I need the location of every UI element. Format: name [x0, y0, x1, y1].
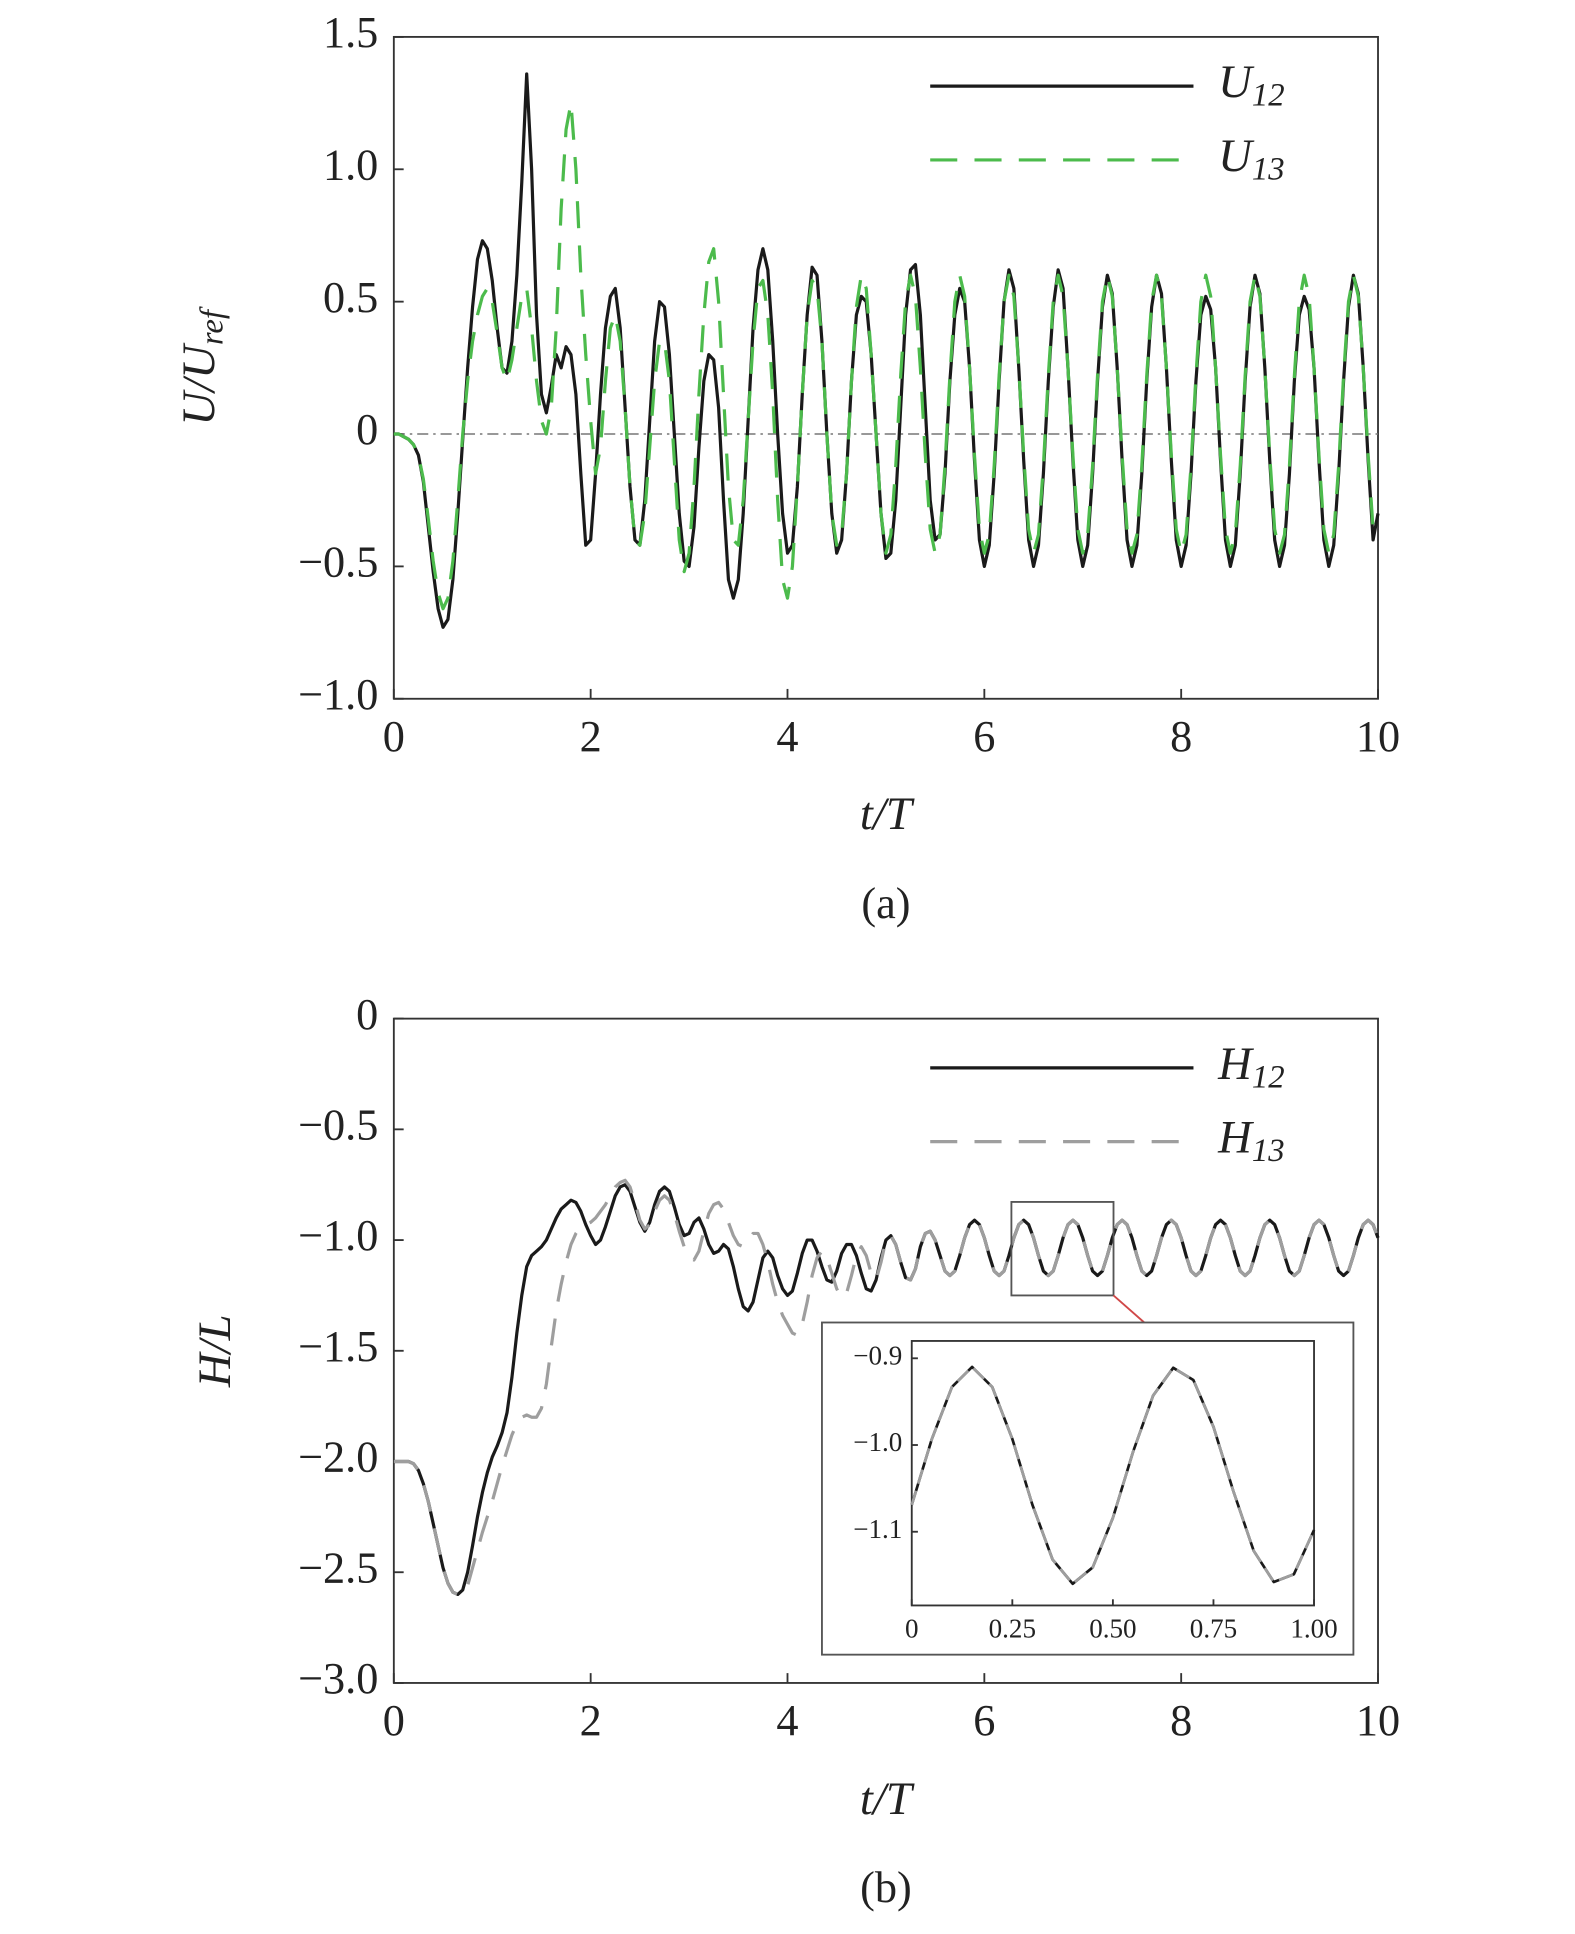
- panel-b: 0 2 4 6 8 10 −3.0 −2.5 −2.0 −1.5 −1.0 −0.5 0 H12 H13 t/…: [189, 990, 1400, 1912]
- x-tick-label: 8: [1170, 1696, 1192, 1745]
- y-tick-label: −0.9: [853, 1340, 902, 1370]
- x-tick-label: 4: [776, 712, 798, 761]
- y-tick-label: −1.0: [298, 1211, 378, 1260]
- legend-label: U13: [1218, 130, 1284, 187]
- y-tick-label: −0.5: [298, 538, 378, 587]
- y-tick-label: −1.5: [298, 1322, 378, 1371]
- legend-label: H12: [1217, 1038, 1284, 1095]
- x-tick-label: 8: [1170, 712, 1192, 761]
- series-line: [393, 101, 1379, 611]
- plot-frame: [392, 35, 1379, 700]
- zoom-connector: [1112, 1294, 1145, 1324]
- y-tick-label: 0: [356, 405, 378, 454]
- x-tick-label: 10: [1356, 1696, 1400, 1745]
- y-tick-label: 0.5: [323, 273, 378, 322]
- y-tick-label: −1.0: [853, 1427, 902, 1457]
- zoom-box: [1010, 1201, 1115, 1297]
- x-tick-label: 6: [973, 1696, 995, 1745]
- caption: (b): [860, 1863, 912, 1912]
- y-tick-label: 1.0: [323, 140, 378, 189]
- series-line: [393, 1178, 1380, 1596]
- x-tick-label: 0: [905, 1613, 919, 1643]
- y-tick-label: −2.0: [298, 1433, 378, 1482]
- x-tick-label: 2: [580, 712, 602, 761]
- x-tick-label: 6: [973, 712, 995, 761]
- y-axis-label: H/L: [189, 1314, 241, 1388]
- y-tick-label: 1.5: [323, 8, 378, 57]
- legend-label: H13: [1217, 1111, 1284, 1168]
- y-tick-label: −3.0: [298, 1654, 378, 1703]
- x-axis-label: t/T: [860, 788, 915, 840]
- x-tick-label: 10: [1356, 712, 1400, 761]
- y-axis-label: U/Uref: [173, 306, 230, 426]
- x-axis-label: t/T: [860, 1773, 915, 1825]
- y-tick-label: −1.0: [298, 670, 378, 719]
- x-tick-label: 1.00: [1290, 1613, 1337, 1643]
- zoom-indicator: [821, 1201, 1355, 1656]
- panel-a: 0 2 4 6 8 10 −1.0 −0.5 0 0.5 1.0 1.5 U12 U13 t/T U/Uref…: [173, 8, 1400, 928]
- y-tick-label: −0.5: [298, 1101, 378, 1150]
- inset-frame: [821, 1321, 1355, 1656]
- y-tick-label: −2.5: [298, 1543, 378, 1592]
- x-tick-label: 0: [383, 1696, 405, 1745]
- x-tick-label: 0.50: [1089, 1613, 1136, 1643]
- y-tick-label: −1.1: [853, 1514, 902, 1544]
- caption: (a): [861, 879, 910, 928]
- legend-label: U12: [1218, 56, 1284, 113]
- y-tick-label: 0: [356, 990, 378, 1039]
- inset: 0 0.25 0.50 0.75 1.00 −1.1 −1.0 −0.9: [853, 1340, 1338, 1643]
- x-tick-label: 0.75: [1190, 1613, 1237, 1643]
- x-tick-label: 0: [383, 712, 405, 761]
- series-line: [393, 72, 1380, 629]
- series-line: [910, 1365, 1316, 1586]
- x-tick-label: 4: [776, 1696, 798, 1745]
- x-tick-label: 0.25: [989, 1613, 1036, 1643]
- x-tick-label: 2: [580, 1696, 602, 1745]
